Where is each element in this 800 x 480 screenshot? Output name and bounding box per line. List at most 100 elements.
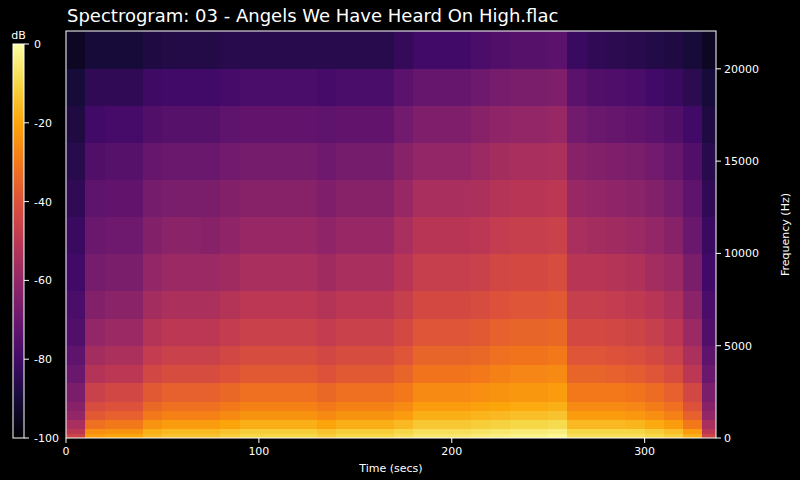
cell	[548, 429, 568, 434]
cell	[625, 318, 645, 346]
colorbar-tick-label: -40	[34, 196, 52, 209]
cell	[220, 31, 240, 69]
cell	[220, 253, 240, 291]
cell	[201, 346, 221, 365]
cell	[645, 290, 665, 318]
cell	[162, 69, 182, 107]
cell	[220, 69, 240, 107]
cell	[510, 180, 530, 218]
cell	[683, 290, 703, 318]
cell	[452, 253, 472, 291]
cell	[162, 346, 182, 365]
cell	[548, 143, 568, 181]
cell	[201, 106, 221, 144]
cell	[625, 364, 645, 383]
cell	[220, 410, 240, 420]
cell	[66, 31, 86, 69]
cell	[413, 69, 433, 107]
cell	[529, 346, 549, 365]
cell	[182, 420, 202, 430]
cell	[240, 69, 260, 107]
cell	[471, 346, 491, 365]
cell	[336, 346, 356, 365]
cell	[702, 180, 716, 218]
cell	[413, 217, 433, 255]
cell	[529, 31, 549, 69]
cell	[201, 383, 221, 402]
cell	[317, 31, 337, 69]
cell	[490, 433, 510, 438]
y-tick-label: 0	[724, 432, 731, 445]
cell	[471, 31, 491, 69]
cell	[625, 420, 645, 430]
cell	[336, 364, 356, 383]
cell	[510, 290, 530, 318]
cell	[625, 383, 645, 402]
cell	[278, 410, 298, 420]
cell	[510, 410, 530, 420]
cell	[510, 253, 530, 291]
cell	[182, 433, 202, 438]
cell	[355, 143, 375, 181]
cell	[105, 143, 125, 181]
x-tick	[258, 438, 259, 443]
cell	[355, 31, 375, 69]
cell	[220, 433, 240, 438]
cell	[240, 180, 260, 218]
cell	[606, 290, 626, 318]
cell	[259, 401, 279, 411]
cell	[510, 31, 530, 69]
cell	[220, 401, 240, 411]
cell	[240, 364, 260, 383]
cell	[201, 253, 221, 291]
cell	[490, 420, 510, 430]
cell	[259, 364, 279, 383]
cell	[162, 433, 182, 438]
colorbar-tick-label: -60	[34, 274, 52, 287]
cell	[664, 31, 684, 69]
cell	[182, 364, 202, 383]
colorbar-tick	[24, 201, 29, 202]
cell	[66, 106, 86, 144]
cell	[606, 346, 626, 365]
cell	[355, 429, 375, 434]
cell	[143, 420, 163, 430]
cell	[317, 217, 337, 255]
cell	[452, 180, 472, 218]
cell	[278, 346, 298, 365]
cell	[240, 410, 260, 420]
cell	[702, 420, 716, 430]
cell	[452, 318, 472, 346]
cell	[317, 420, 337, 430]
cell	[278, 429, 298, 434]
cell	[66, 364, 86, 383]
cell	[567, 143, 587, 181]
cell	[587, 364, 607, 383]
cell	[297, 290, 317, 318]
cell	[201, 401, 221, 411]
cell	[317, 253, 337, 291]
cell	[105, 401, 125, 411]
cell	[587, 180, 607, 218]
cell	[471, 290, 491, 318]
cell	[683, 401, 703, 411]
cell	[240, 433, 260, 438]
cell	[471, 410, 491, 420]
cell	[278, 106, 298, 144]
cell	[105, 383, 125, 402]
cell	[625, 290, 645, 318]
cell	[297, 346, 317, 365]
cell	[182, 410, 202, 420]
cell	[702, 429, 716, 434]
cell	[278, 401, 298, 411]
cell	[394, 31, 414, 69]
x-tick-label: 100	[248, 445, 269, 458]
cell	[220, 290, 240, 318]
cell	[645, 433, 665, 438]
cell	[162, 364, 182, 383]
cell	[143, 180, 163, 218]
cell	[432, 143, 452, 181]
cell	[375, 420, 395, 430]
cell	[201, 69, 221, 107]
cell	[124, 31, 144, 69]
